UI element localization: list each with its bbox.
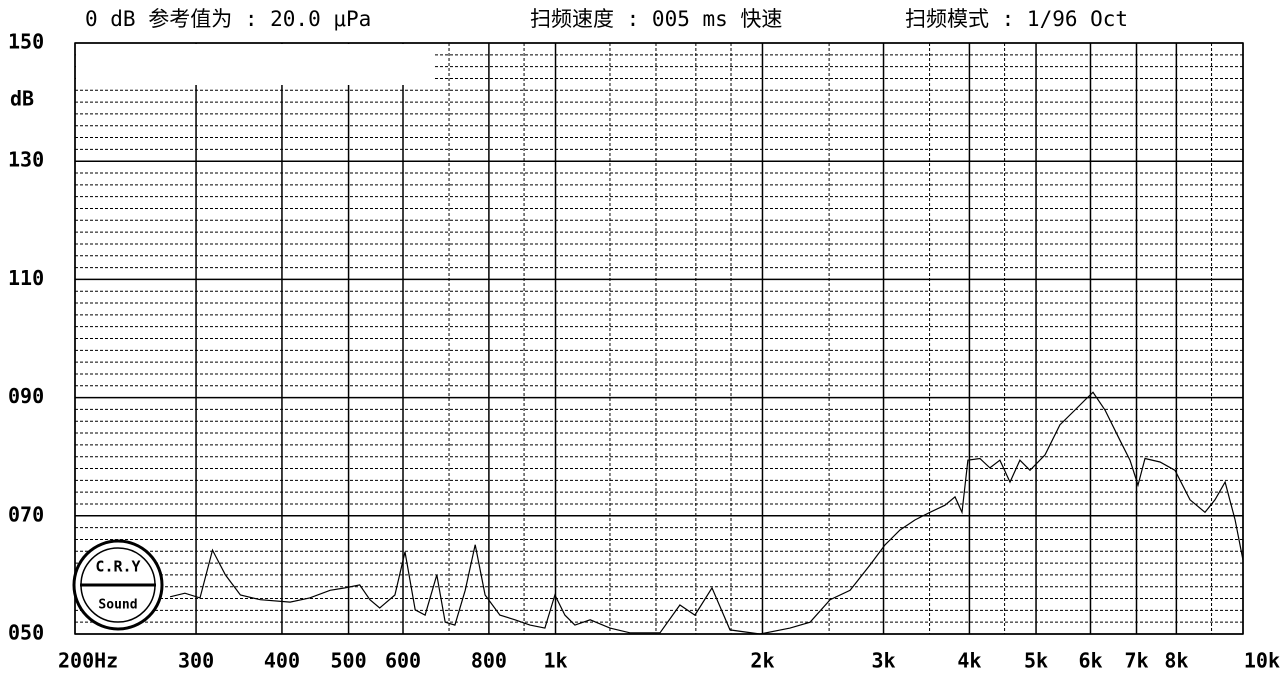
x-tick-label: 10k xyxy=(1244,649,1280,673)
x-tick-label: 7k xyxy=(1124,649,1148,673)
x-tick-label: 6k xyxy=(1078,649,1102,673)
x-tick-label: 800 xyxy=(471,649,507,673)
x-tick-label: 500 xyxy=(331,649,367,673)
y-tick-label: 070 xyxy=(8,502,44,526)
x-tick-label: 300 xyxy=(178,649,214,673)
y-tick-label: 150 xyxy=(8,30,44,54)
y-tick-label: 110 xyxy=(8,266,44,290)
x-tick-label: 8k xyxy=(1164,649,1188,673)
logo: C.R.Y Sound xyxy=(72,539,164,631)
x-tick-label: 5k xyxy=(1024,649,1048,673)
header-mode: 扫频模式 : 1/96 Oct xyxy=(905,7,1128,31)
blank-box xyxy=(76,44,435,85)
header-speed: 扫频速度 : 005 ms 快速 xyxy=(530,7,782,31)
x-tick-label: 2k xyxy=(750,649,774,673)
y-axis-label: dB xyxy=(10,87,34,111)
y-tick-label: 050 xyxy=(8,621,44,645)
y-tick-label: 130 xyxy=(8,148,44,172)
x-tick-label: 200Hz xyxy=(58,649,118,673)
x-tick-label: 4k xyxy=(957,649,981,673)
response-line xyxy=(169,391,1244,635)
header-ref: 0 dB 参考值为 : 20.0 μPa xyxy=(85,7,371,31)
x-tick-label: 3k xyxy=(871,649,895,673)
x-tick-label: 1k xyxy=(543,649,567,673)
x-tick-label: 400 xyxy=(264,649,300,673)
logo-text: C.R.Y xyxy=(95,558,140,576)
x-tick-label: 600 xyxy=(385,649,421,673)
logo-text: Sound xyxy=(98,598,137,613)
plot-frame xyxy=(74,42,1244,635)
y-tick-label: 090 xyxy=(8,384,44,408)
